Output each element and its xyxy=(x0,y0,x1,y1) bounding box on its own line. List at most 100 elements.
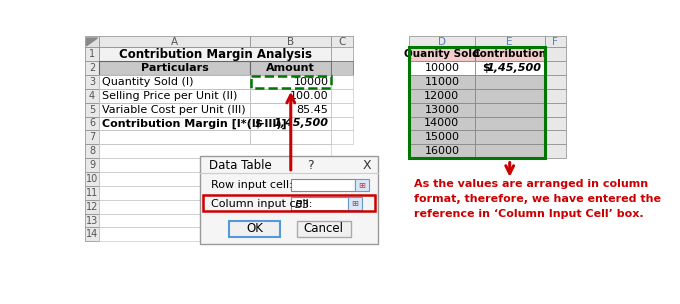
Bar xyxy=(331,89,353,103)
Text: 12: 12 xyxy=(86,202,98,212)
Bar xyxy=(409,116,475,130)
Text: 9: 9 xyxy=(89,160,95,170)
Text: 10000: 10000 xyxy=(293,77,328,87)
Text: 7: 7 xyxy=(89,132,95,142)
Text: 13: 13 xyxy=(86,216,98,226)
Bar xyxy=(409,61,475,75)
Bar xyxy=(99,103,250,116)
Bar xyxy=(355,179,369,191)
Bar xyxy=(409,103,475,116)
Bar xyxy=(99,214,331,227)
Bar xyxy=(331,61,353,75)
Text: As the values are arranged in column
format, therefore, we have entered the
refe: As the values are arranged in column for… xyxy=(414,179,662,219)
Text: Quantity Sold (I): Quantity Sold (I) xyxy=(102,77,194,87)
Bar xyxy=(545,130,566,144)
Bar xyxy=(99,144,331,158)
Bar xyxy=(475,103,545,116)
Bar xyxy=(85,214,99,227)
Bar xyxy=(409,75,475,89)
Text: 10: 10 xyxy=(86,174,98,184)
Bar xyxy=(409,144,475,158)
Bar xyxy=(85,61,99,75)
Text: 1: 1 xyxy=(89,49,95,59)
Bar xyxy=(475,61,545,75)
Bar xyxy=(250,36,331,47)
Text: 4: 4 xyxy=(89,91,95,101)
Bar xyxy=(99,200,331,214)
Bar xyxy=(85,144,99,158)
Bar xyxy=(200,156,378,244)
Text: C: C xyxy=(339,37,346,47)
Text: $: $ xyxy=(255,119,262,129)
Text: Contribution Margin [I*(II-III)]: Contribution Margin [I*(II-III)] xyxy=(102,118,287,129)
Bar xyxy=(99,116,250,130)
Text: ⊞: ⊞ xyxy=(358,181,365,190)
Text: 11000: 11000 xyxy=(424,77,460,87)
Bar xyxy=(99,89,250,103)
Bar xyxy=(545,116,566,130)
Bar xyxy=(545,47,566,61)
Bar xyxy=(250,75,331,89)
Text: Quanity Sold: Quanity Sold xyxy=(404,49,479,59)
Bar xyxy=(229,221,279,237)
Text: E: E xyxy=(507,37,513,47)
Text: A: A xyxy=(171,37,178,47)
Bar xyxy=(545,89,566,103)
Bar xyxy=(250,61,331,75)
Text: 10000: 10000 xyxy=(424,63,460,73)
Bar xyxy=(545,144,566,158)
Text: Amount: Amount xyxy=(267,63,315,73)
Bar xyxy=(409,89,475,103)
Bar xyxy=(291,179,355,191)
Bar xyxy=(475,47,545,61)
Text: Row input cell:: Row input cell: xyxy=(211,180,292,190)
Bar xyxy=(85,130,99,144)
Text: ?: ? xyxy=(307,159,314,171)
Text: 8: 8 xyxy=(89,146,95,156)
Bar xyxy=(85,200,99,214)
Text: F: F xyxy=(552,37,558,47)
Bar xyxy=(99,172,331,186)
Bar xyxy=(545,36,566,47)
Text: $B$3: $B$3 xyxy=(294,198,310,209)
Bar xyxy=(85,89,99,103)
Bar xyxy=(331,103,353,116)
Text: 15000: 15000 xyxy=(424,132,460,142)
Text: 16000: 16000 xyxy=(424,146,460,156)
Bar xyxy=(475,36,545,47)
Bar xyxy=(85,186,99,200)
Bar xyxy=(99,130,250,144)
Bar xyxy=(85,47,99,61)
Bar xyxy=(347,197,362,210)
Text: 5: 5 xyxy=(89,105,95,115)
Text: 85.45: 85.45 xyxy=(296,105,328,115)
Bar xyxy=(85,158,99,172)
Text: 2: 2 xyxy=(89,63,95,73)
Bar xyxy=(409,47,475,61)
Polygon shape xyxy=(86,38,97,46)
Bar xyxy=(409,36,475,47)
Bar xyxy=(99,36,250,47)
Text: Column input cell:: Column input cell: xyxy=(211,199,312,209)
Bar xyxy=(331,47,353,61)
Bar xyxy=(409,130,475,144)
Text: Variable Cost per Unit (III): Variable Cost per Unit (III) xyxy=(102,105,245,115)
Bar xyxy=(99,47,331,61)
Bar xyxy=(250,130,331,144)
Bar xyxy=(250,116,331,130)
Bar xyxy=(85,116,99,130)
Bar xyxy=(85,36,99,47)
Bar xyxy=(85,75,99,89)
Text: 6: 6 xyxy=(89,119,95,129)
Bar xyxy=(545,103,566,116)
Text: Cancel: Cancel xyxy=(304,223,343,236)
Text: 11: 11 xyxy=(86,188,98,198)
Bar xyxy=(250,89,331,103)
Bar xyxy=(99,61,250,75)
Bar xyxy=(99,158,331,172)
Bar xyxy=(85,103,99,116)
Bar xyxy=(85,172,99,186)
Text: 1,45,500: 1,45,500 xyxy=(486,63,541,73)
Text: Contribution: Contribution xyxy=(473,49,547,59)
Text: X: X xyxy=(363,159,371,171)
